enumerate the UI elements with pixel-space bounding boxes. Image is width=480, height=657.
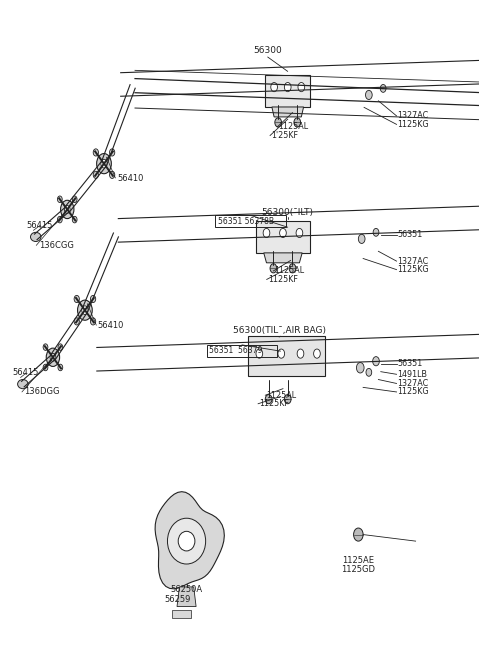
Text: 1125AL: 1125AL [275,267,304,275]
Circle shape [82,306,88,315]
Circle shape [58,216,62,223]
Polygon shape [272,107,303,117]
Text: 1327AC: 1327AC [397,257,429,265]
Text: 56300(¯ILT): 56300(¯ILT) [262,208,314,217]
Ellipse shape [18,380,28,389]
Polygon shape [248,336,325,376]
Text: 136CGG: 136CGG [38,241,73,250]
Circle shape [265,395,272,404]
Text: 1125KF: 1125KF [268,275,298,284]
Polygon shape [172,610,192,618]
Circle shape [58,344,63,350]
Circle shape [90,296,96,303]
Circle shape [270,263,277,273]
Text: 1125AE: 1125AE [342,556,374,565]
Circle shape [90,318,96,325]
Circle shape [296,229,303,238]
Text: 56300(TIL¯,AIR BAG): 56300(TIL¯,AIR BAG) [233,326,325,335]
Circle shape [278,349,285,358]
Circle shape [284,395,291,404]
Circle shape [297,349,304,358]
Text: 1327AC: 1327AC [397,112,429,120]
Polygon shape [255,221,311,253]
Circle shape [93,149,98,156]
Text: 56415: 56415 [12,369,38,378]
Text: 1'25KF: 1'25KF [271,131,298,140]
Circle shape [365,91,372,99]
Circle shape [380,85,386,93]
Text: 56250A: 56250A [170,585,203,594]
Circle shape [78,300,92,320]
Circle shape [46,348,60,367]
Circle shape [366,369,372,376]
Circle shape [109,171,115,179]
Circle shape [93,171,98,179]
Circle shape [313,349,320,358]
Circle shape [58,196,62,202]
Text: 56351: 56351 [397,231,423,239]
Text: 1125KG: 1125KG [397,120,429,129]
Text: 1327AC: 1327AC [397,379,429,388]
Circle shape [43,364,48,371]
Circle shape [58,364,63,371]
Text: 56410: 56410 [98,321,124,330]
Text: 136DGG: 136DGG [24,388,60,396]
Text: 56410: 56410 [117,173,143,183]
Circle shape [289,263,296,273]
Polygon shape [177,587,196,606]
Circle shape [263,229,270,238]
Text: 56351  56379: 56351 56379 [209,346,263,355]
Ellipse shape [178,532,195,551]
Polygon shape [264,253,302,263]
Circle shape [74,318,79,325]
Circle shape [96,154,111,173]
Ellipse shape [31,233,41,242]
Circle shape [60,200,74,219]
Text: 1125KF: 1125KF [259,399,289,408]
Circle shape [64,206,70,214]
Text: 56300: 56300 [253,46,282,55]
Circle shape [372,357,379,366]
Circle shape [74,296,79,303]
Text: 1491LB: 1491LB [397,370,428,379]
Circle shape [357,363,364,373]
Text: 56351: 56351 [397,359,423,369]
Circle shape [256,349,263,358]
Circle shape [373,229,379,237]
Circle shape [359,235,365,244]
Circle shape [271,83,277,92]
Text: 1125KG: 1125KG [397,265,429,274]
Circle shape [72,196,77,202]
Text: 56259: 56259 [165,595,191,604]
Ellipse shape [168,518,205,564]
Circle shape [298,83,305,92]
Text: 56351 56378B: 56351 56378B [217,217,274,226]
Text: 56415: 56415 [26,221,53,230]
Circle shape [109,149,115,156]
Text: 1125AL: 1125AL [266,391,296,399]
Circle shape [294,118,300,127]
Circle shape [72,216,77,223]
Text: 1125AL: 1125AL [278,122,308,131]
Text: 1125GD: 1125GD [341,565,375,574]
Circle shape [280,229,286,238]
Polygon shape [155,491,224,589]
Text: 1125KG: 1125KG [397,388,429,396]
Polygon shape [265,75,311,107]
Circle shape [50,353,56,361]
Circle shape [354,528,363,541]
Circle shape [275,118,281,127]
Circle shape [284,83,291,92]
Circle shape [43,344,48,350]
Circle shape [101,159,107,168]
